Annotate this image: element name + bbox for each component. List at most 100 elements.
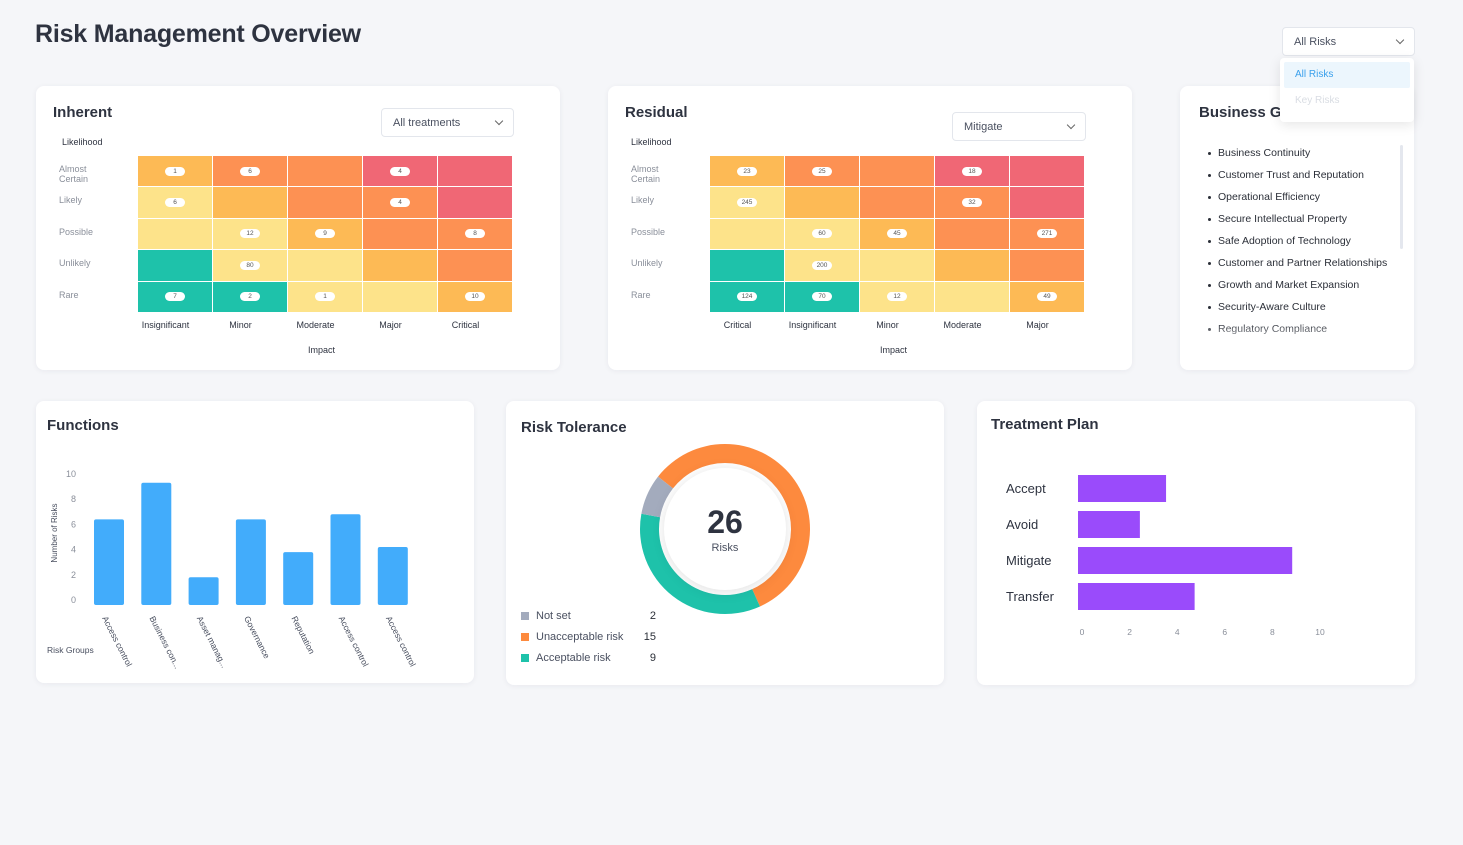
inherent-heatmap-cell[interactable]: 1: [138, 156, 212, 187]
functions-card: Functions 0 2 4 6 8 10 Number of Risks Risk Gro…: [36, 401, 474, 683]
treatment-bar[interactable]: [1078, 475, 1167, 502]
functions-y-tick: 0: [71, 595, 76, 605]
legend-item[interactable]: Not set 2: [521, 610, 656, 622]
risk-tolerance-slice[interactable]: [641, 476, 673, 518]
legend-label: Acceptable risk: [536, 652, 611, 664]
residual-heatmap-cell[interactable]: [710, 218, 784, 250]
risk-tolerance-slice[interactable]: [640, 513, 760, 614]
inherent-heatmap-cell[interactable]: 4: [363, 187, 437, 218]
functions-y-tick: 2: [71, 570, 76, 580]
residual-heatmap-cell[interactable]: 25: [785, 156, 859, 187]
inherent-heatmap-cell[interactable]: [363, 250, 437, 281]
residual-heatmap-cell[interactable]: [710, 250, 784, 281]
inherent-heatmap-cell[interactable]: [138, 218, 212, 250]
treatment-bar[interactable]: [1078, 511, 1140, 538]
functions-bar[interactable]: [283, 552, 314, 605]
inherent-heatmap-cell[interactable]: [363, 218, 437, 250]
residual-heatmap-cell[interactable]: 23: [710, 156, 784, 187]
business-goal-item[interactable]: Safe Adoption of Technology: [1206, 233, 1396, 250]
inherent-cell-count: 1: [315, 292, 335, 302]
residual-row-label: Possible: [631, 226, 666, 237]
residual-heatmap-cell[interactable]: [935, 281, 1009, 312]
business-goal-item[interactable]: Customer and Partner Relationships: [1206, 255, 1396, 272]
functions-bar[interactable]: [235, 519, 266, 605]
legend-value: 9: [649, 652, 656, 664]
functions-x-tick: Asset manag...: [195, 614, 230, 669]
inherent-heatmap-cell[interactable]: 7: [138, 281, 212, 312]
residual-heatmap-cell[interactable]: 49: [1010, 281, 1084, 312]
risk-filter-select[interactable]: All Risks: [1282, 27, 1415, 56]
residual-heatmap-cell[interactable]: [860, 187, 934, 218]
inherent-heatmap-cell[interactable]: 8: [438, 218, 512, 250]
goals-scrollbar[interactable]: [1400, 145, 1403, 249]
residual-cell-count: 45: [887, 229, 907, 239]
inherent-row-label: Rare: [59, 289, 79, 300]
inherent-heatmap-cell[interactable]: [288, 187, 362, 218]
residual-heatmap-cell[interactable]: 45: [860, 218, 934, 250]
residual-heatmap-cell[interactable]: 245: [710, 187, 784, 218]
inherent-heatmap-cell[interactable]: 12: [213, 218, 287, 250]
treatment-bar[interactable]: [1078, 583, 1195, 610]
inherent-heatmap-cell[interactable]: [213, 187, 287, 218]
residual-heatmap-cell[interactable]: 271: [1010, 218, 1084, 250]
functions-bar[interactable]: [377, 547, 408, 605]
residual-col-label: Moderate: [943, 320, 982, 330]
inherent-heatmap-cell[interactable]: [288, 156, 362, 187]
residual-heatmap-cell[interactable]: 124: [710, 281, 784, 312]
business-goal-item[interactable]: Growth and Market Expansion: [1206, 277, 1396, 294]
inherent-heatmap-cell[interactable]: 80: [213, 250, 287, 281]
inherent-heatmap-cell[interactable]: [288, 250, 362, 281]
risk-filter-option-all[interactable]: All Risks: [1284, 62, 1410, 88]
inherent-heatmap-cell[interactable]: 4: [363, 156, 437, 187]
functions-bar[interactable]: [188, 577, 219, 605]
business-goal-item[interactable]: Security-Aware Culture: [1206, 299, 1396, 316]
residual-treatment-value: Mitigate: [964, 120, 1003, 133]
residual-heatmap-cell[interactable]: 18: [935, 156, 1009, 187]
residual-heatmap-cell[interactable]: [1010, 187, 1084, 218]
business-goal-item[interactable]: Business Continuity: [1206, 145, 1396, 162]
inherent-heatmap-cell[interactable]: 10: [438, 281, 512, 312]
business-goal-item[interactable]: Customer Trust and Reputation: [1206, 167, 1396, 184]
residual-heatmap-cell[interactable]: 32: [935, 187, 1009, 218]
residual-heatmap-cell[interactable]: [785, 187, 859, 218]
legend-item[interactable]: Unacceptable risk 15: [521, 631, 656, 643]
residual-heatmap-cell[interactable]: 70: [785, 281, 859, 312]
residual-heatmap-cell[interactable]: 12: [860, 281, 934, 312]
inherent-col-label: Major: [379, 320, 402, 330]
residual-heatmap-cell[interactable]: [1010, 250, 1084, 281]
risk-filter-option-key[interactable]: Key Risks: [1295, 95, 1340, 106]
residual-heatmap-cell[interactable]: [1010, 156, 1084, 187]
inherent-treatment-select[interactable]: All treatments: [381, 108, 514, 137]
residual-treatment-select[interactable]: Mitigate: [952, 112, 1086, 141]
inherent-cell-count: 12: [240, 229, 260, 239]
functions-bar[interactable]: [94, 519, 124, 605]
inherent-heatmap-cell[interactable]: 6: [213, 156, 287, 187]
residual-heatmap-cell[interactable]: [935, 250, 1009, 281]
business-goal-item[interactable]: Secure Intellectual Property: [1206, 211, 1396, 228]
inherent-treatment-value: All treatments: [393, 116, 461, 129]
inherent-heatmap-cell[interactable]: [363, 281, 437, 312]
treatment-category-label: Mitigate: [1006, 553, 1052, 568]
risk-tolerance-donut: 26 Risks: [640, 444, 810, 614]
inherent-row-label: Possible: [59, 226, 94, 237]
residual-y-title: Likelihood: [631, 137, 672, 147]
inherent-heatmap-cell[interactable]: 6: [138, 187, 212, 218]
residual-heatmap-cell[interactable]: [860, 250, 934, 281]
inherent-heatmap-cell[interactable]: [438, 187, 512, 218]
functions-bar[interactable]: [141, 482, 172, 605]
functions-bar[interactable]: [330, 514, 361, 605]
residual-heatmap-cell[interactable]: [860, 156, 934, 187]
business-goal-item[interactable]: Operational Efficiency: [1206, 189, 1396, 206]
inherent-heatmap-cell[interactable]: 1: [288, 281, 362, 312]
inherent-heatmap-cell[interactable]: 2: [213, 281, 287, 312]
inherent-heatmap-cell[interactable]: [438, 250, 512, 281]
residual-cell-count: 245: [737, 198, 757, 208]
inherent-heatmap-cell[interactable]: [438, 156, 512, 187]
inherent-heatmap-cell[interactable]: [138, 250, 212, 281]
residual-heatmap-cell[interactable]: 60: [785, 218, 859, 250]
inherent-heatmap-cell[interactable]: 9: [288, 218, 362, 250]
residual-heatmap-cell[interactable]: [935, 218, 1009, 250]
legend-item[interactable]: Acceptable risk 9: [521, 652, 656, 664]
treatment-bar[interactable]: [1078, 547, 1293, 574]
residual-heatmap-cell[interactable]: 200: [785, 250, 859, 281]
